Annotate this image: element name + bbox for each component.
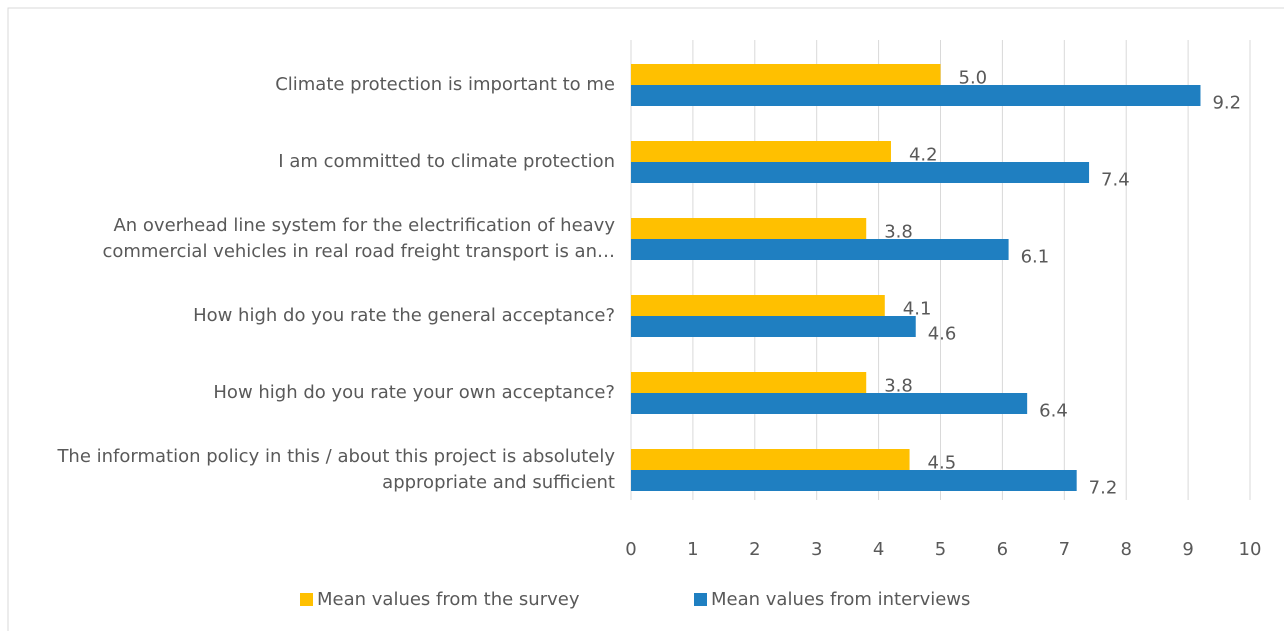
x-tick-label: 5	[935, 539, 946, 560]
legend-swatch	[300, 593, 313, 606]
x-tick-label: 0	[625, 539, 636, 560]
category-label: How high do you rate your own acceptance…	[213, 382, 615, 403]
x-tick-label: 7	[1059, 539, 1070, 560]
bar	[631, 162, 1090, 183]
x-tick-label: 1	[687, 539, 698, 560]
data-label: 4.1	[903, 299, 932, 320]
data-label: 7.4	[1101, 170, 1130, 191]
x-tick-label: 10	[1239, 539, 1262, 560]
data-label: 6.1	[1021, 247, 1050, 268]
data-label: 4.6	[928, 324, 957, 345]
bar	[631, 85, 1201, 106]
category-label: How high do you rate the general accepta…	[193, 305, 615, 326]
bar	[631, 449, 910, 470]
bar	[631, 295, 885, 316]
bar	[631, 470, 1077, 491]
chart-border	[7, 7, 1284, 631]
x-tick-label: 8	[1120, 539, 1131, 560]
data-label: 4.5	[928, 453, 957, 474]
category-label: I am committed to climate protection	[278, 151, 615, 172]
x-tick-label: 3	[811, 539, 822, 560]
data-label: 5.0	[959, 68, 988, 89]
bar	[631, 393, 1028, 414]
bar	[631, 316, 916, 337]
data-label: 4.2	[909, 145, 938, 166]
legend-label: Mean values from the survey	[317, 589, 580, 610]
x-tick-label: 2	[749, 539, 760, 560]
data-label: 6.4	[1039, 401, 1068, 422]
category-label: The information policy in this / about t…	[57, 446, 615, 493]
x-tick-label: 6	[997, 539, 1008, 560]
legend-swatch	[694, 593, 707, 606]
category-label: An overhead line system for the electrif…	[102, 215, 615, 262]
legend-label: Mean values from interviews	[711, 589, 970, 610]
data-label: 3.8	[884, 222, 913, 243]
bar	[631, 64, 941, 85]
data-label: 7.2	[1089, 478, 1118, 499]
bar	[631, 218, 867, 239]
x-tick-label: 4	[873, 539, 884, 560]
category-label: Climate protection is important to me	[275, 74, 615, 95]
bar	[631, 239, 1009, 260]
bar	[631, 141, 891, 162]
x-tick-label: 9	[1182, 539, 1193, 560]
data-label: 3.8	[884, 376, 913, 397]
data-label: 9.2	[1212, 93, 1241, 114]
bar	[631, 372, 867, 393]
